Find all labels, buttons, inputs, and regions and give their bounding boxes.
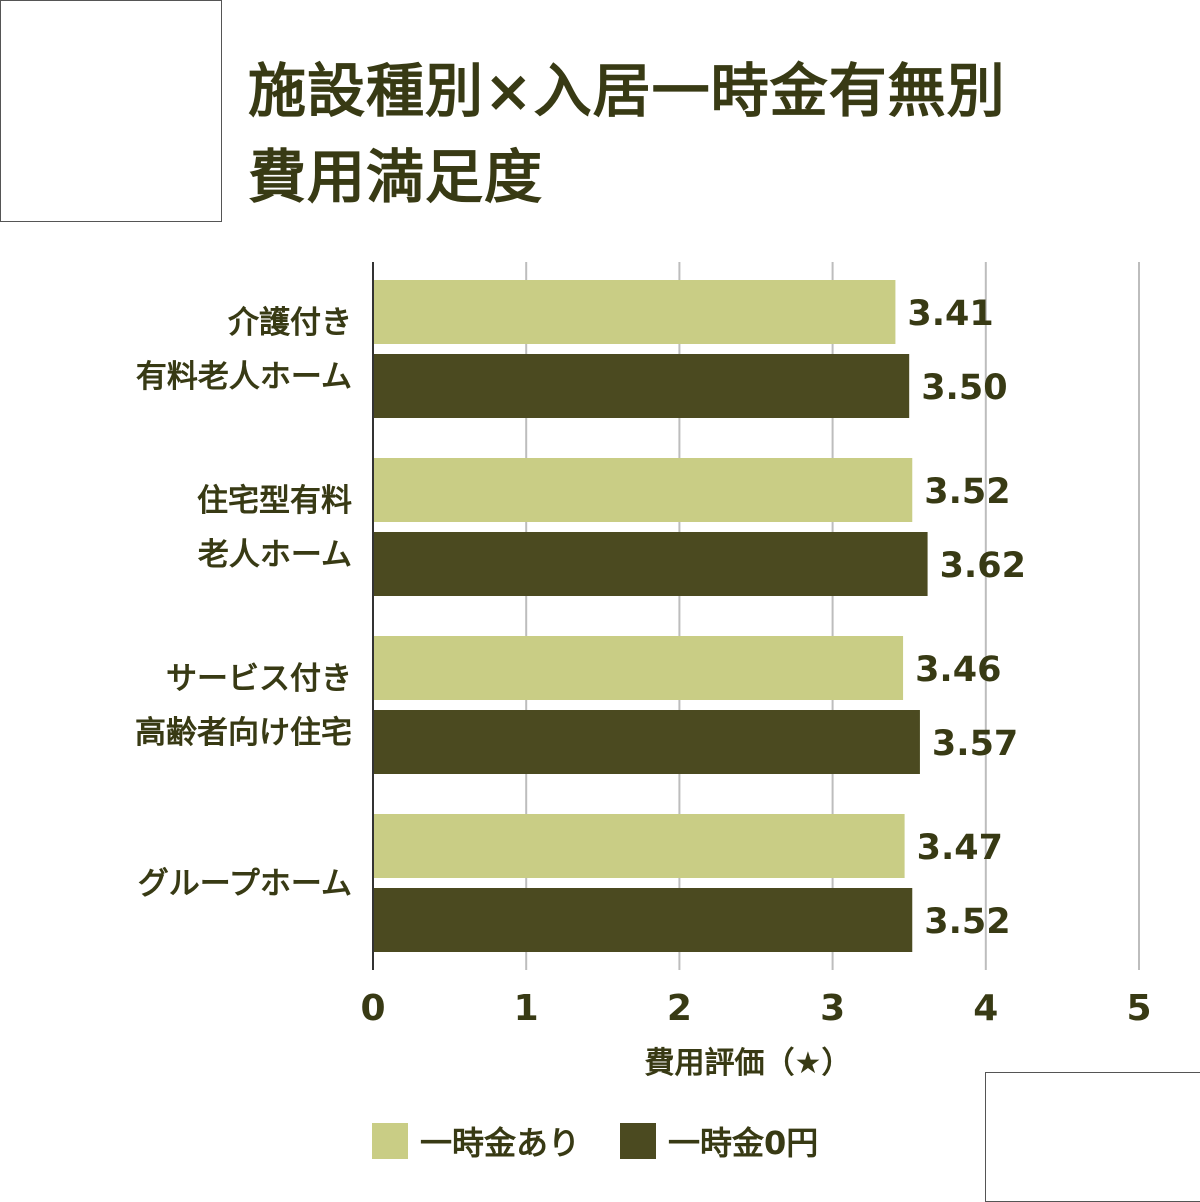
category-label-2-line2: 老人ホーム	[198, 537, 352, 573]
category-label-3-line1: サービス付き	[166, 661, 352, 697]
value-label-cat3-series2: 3.57	[932, 724, 1018, 764]
x-tick-label-0: 0	[360, 988, 385, 1029]
bars	[373, 280, 928, 952]
bar-cat3-series2	[373, 710, 920, 774]
value-label-cat2-series1: 3.52	[924, 472, 1010, 512]
legend-swatch-series2	[620, 1123, 657, 1159]
category-label-1-line1: 介護付き	[227, 305, 352, 341]
bar-cat2-series2	[373, 532, 928, 596]
x-tick-label-5: 5	[1126, 988, 1151, 1029]
x-tick-label-3: 3	[820, 988, 845, 1029]
value-label-cat4-series1: 3.47	[917, 828, 1003, 868]
legend: 一時金あり 一時金0円	[372, 1118, 858, 1164]
chart-title-line1: 施設種別×入居一時金有無別	[248, 57, 1006, 125]
bar-cat3-series1	[373, 636, 904, 700]
bar-cat2-series1	[373, 458, 913, 522]
value-label-cat1-series1: 3.41	[907, 294, 993, 334]
x-axis-title: 費用評価（★）	[645, 1046, 852, 1081]
value-label-cat3-series1: 3.46	[915, 650, 1001, 690]
bar-cat1-series2	[373, 354, 910, 418]
category-label-3-line2: 高齢者向け住宅	[135, 715, 352, 751]
value-label-cat1-series2: 3.50	[921, 368, 1007, 408]
category-label-2-line1: 住宅型有料	[197, 483, 352, 519]
category-label-4-line1: グループホーム	[138, 866, 352, 902]
legend-item-series1: 一時金あり	[372, 1118, 580, 1164]
category-label-1-line2: 有料老人ホーム	[136, 359, 352, 395]
top-left-placeholder-box	[0, 0, 222, 222]
bottom-right-placeholder-box	[985, 1072, 1200, 1202]
value-label-cat4-series2: 3.52	[924, 902, 1010, 942]
chart-title: 施設種別×入居一時金有無別 費用満足度	[248, 48, 1006, 220]
legend-label-series2: 一時金0円	[668, 1124, 819, 1162]
x-tick-label-2: 2	[667, 988, 692, 1029]
legend-swatch-series1	[372, 1123, 408, 1159]
bar-cat1-series1	[373, 280, 896, 344]
chart-title-line2: 費用満足度	[248, 143, 544, 211]
value-label-cat2-series2: 3.62	[940, 546, 1026, 586]
x-tick-label-4: 4	[973, 988, 998, 1029]
legend-label-series1: 一時金あり	[420, 1124, 581, 1162]
legend-item-series2: 一時金0円	[620, 1118, 818, 1164]
bar-cat4-series2	[373, 888, 913, 952]
x-tick-label-1: 1	[514, 988, 539, 1029]
bar-cat4-series1	[373, 814, 905, 878]
